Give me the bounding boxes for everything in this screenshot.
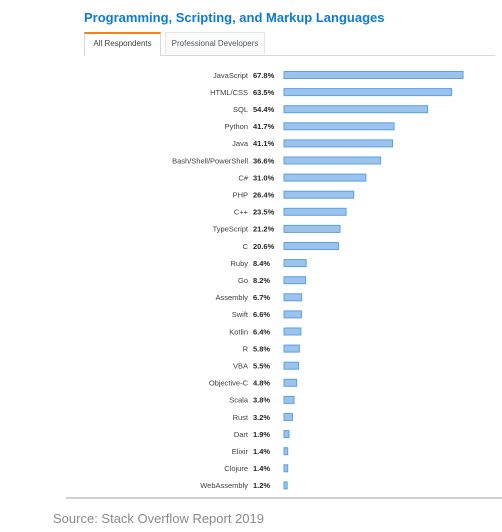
bar-clojure bbox=[283, 464, 289, 473]
category-label-bash-shell-powershell: Bash/Shell/PowerShell bbox=[172, 156, 248, 165]
category-label-swift: Swift bbox=[232, 310, 249, 319]
language-bar-chart: JavaScript 67.8% HTML/CSS 63.5% SQL 54.4% Pyth… bbox=[172, 71, 464, 490]
category-label-c: C bbox=[243, 242, 249, 251]
bar-kotlin bbox=[283, 327, 302, 336]
value-label-typescript: 21.2% bbox=[253, 225, 275, 234]
category-label-c: C++ bbox=[234, 208, 249, 217]
bar-vba bbox=[283, 361, 300, 370]
bar-go bbox=[283, 276, 307, 285]
value-label-javascript: 67.8% bbox=[253, 71, 275, 80]
bar-swift bbox=[283, 310, 302, 319]
bar-java bbox=[283, 139, 394, 148]
value-label-go: 8.2% bbox=[253, 276, 270, 285]
category-label-javascript: JavaScript bbox=[213, 71, 249, 80]
tab-professional-developers[interactable]: Professional Developers bbox=[165, 32, 265, 54]
value-label-c: 20.6% bbox=[253, 242, 275, 251]
category-label-php: PHP bbox=[233, 191, 248, 200]
value-label-sql: 54.4% bbox=[253, 105, 275, 114]
value-label-php: 26.4% bbox=[253, 191, 275, 200]
value-label-vba: 5.5% bbox=[253, 362, 270, 371]
category-label-kotlin: Kotlin bbox=[229, 327, 248, 336]
value-label-c: 23.5% bbox=[253, 208, 275, 217]
category-label-html-css: HTML/CSS bbox=[210, 88, 248, 97]
bar-php bbox=[283, 190, 355, 199]
category-label-dart: Dart bbox=[234, 430, 249, 439]
category-label-webassembly: WebAssembly bbox=[200, 481, 248, 490]
value-label-r: 5.8% bbox=[253, 344, 270, 353]
value-label-rust: 3.2% bbox=[253, 413, 270, 422]
value-label-assembly: 6.7% bbox=[253, 293, 270, 302]
category-label-rust: Rust bbox=[233, 413, 249, 422]
category-label-scala: Scala bbox=[229, 396, 249, 405]
bar-elixir bbox=[283, 447, 289, 456]
bar-python bbox=[283, 122, 395, 131]
value-label-elixir: 1.4% bbox=[253, 447, 270, 456]
bar-r bbox=[283, 344, 300, 353]
chart-title: Programming, Scripting, and Markup Langu… bbox=[84, 10, 385, 25]
bar-c bbox=[283, 207, 347, 216]
category-label-ruby: Ruby bbox=[230, 259, 248, 268]
category-label-go: Go bbox=[238, 276, 248, 285]
bar-objective-c bbox=[283, 378, 298, 387]
bar-c bbox=[283, 242, 339, 250]
bar-typescript bbox=[283, 224, 341, 233]
value-label-clojure: 1.4% bbox=[253, 464, 270, 473]
bar-rust bbox=[283, 413, 293, 421]
category-label-typescript: TypeScript bbox=[213, 225, 249, 234]
category-label-elixir: Elixir bbox=[232, 447, 249, 456]
source-note: Source: Stack Overflow Report 2019 bbox=[53, 511, 264, 526]
category-label-assembly: Assembly bbox=[215, 293, 248, 302]
category-label-objective-c: Objective-C bbox=[209, 379, 249, 388]
bottom-divider bbox=[66, 497, 502, 499]
value-label-kotlin: 6.4% bbox=[253, 327, 270, 336]
bar-c bbox=[283, 173, 367, 182]
value-label-java: 41.1% bbox=[253, 139, 275, 148]
value-label-html-css: 63.5% bbox=[253, 88, 275, 97]
bar-dart bbox=[283, 430, 290, 439]
bar-scala bbox=[283, 395, 295, 404]
category-label-clojure: Clojure bbox=[224, 464, 248, 473]
respondent-tabs: All Respondents Professional Developers bbox=[84, 32, 495, 56]
bar-bash-shell-powershell bbox=[283, 156, 382, 165]
value-label-scala: 3.8% bbox=[253, 396, 270, 405]
value-label-swift: 6.6% bbox=[253, 310, 270, 319]
bar-webassembly bbox=[283, 481, 288, 490]
value-label-ruby: 8.4% bbox=[253, 259, 270, 268]
category-label-python: Python bbox=[225, 122, 248, 131]
category-label-sql: SQL bbox=[233, 105, 248, 114]
bar-assembly bbox=[283, 293, 303, 302]
category-label-r: R bbox=[243, 344, 249, 353]
tab-all-respondents[interactable]: All Respondents bbox=[84, 32, 161, 56]
category-label-vba: VBA bbox=[233, 362, 248, 371]
bar-sql bbox=[283, 105, 429, 114]
value-label-objective-c: 4.8% bbox=[253, 379, 270, 388]
value-label-bash-shell-powershell: 36.6% bbox=[253, 156, 275, 165]
bar-ruby bbox=[283, 259, 307, 268]
bar-html-css bbox=[283, 88, 453, 97]
bar-javascript bbox=[283, 71, 464, 79]
value-label-c: 31.0% bbox=[253, 173, 275, 182]
category-label-c: C# bbox=[238, 173, 248, 182]
value-label-webassembly: 1.2% bbox=[253, 481, 270, 490]
value-label-dart: 1.9% bbox=[253, 430, 270, 439]
value-label-python: 41.7% bbox=[253, 122, 275, 131]
category-label-java: Java bbox=[232, 139, 249, 148]
